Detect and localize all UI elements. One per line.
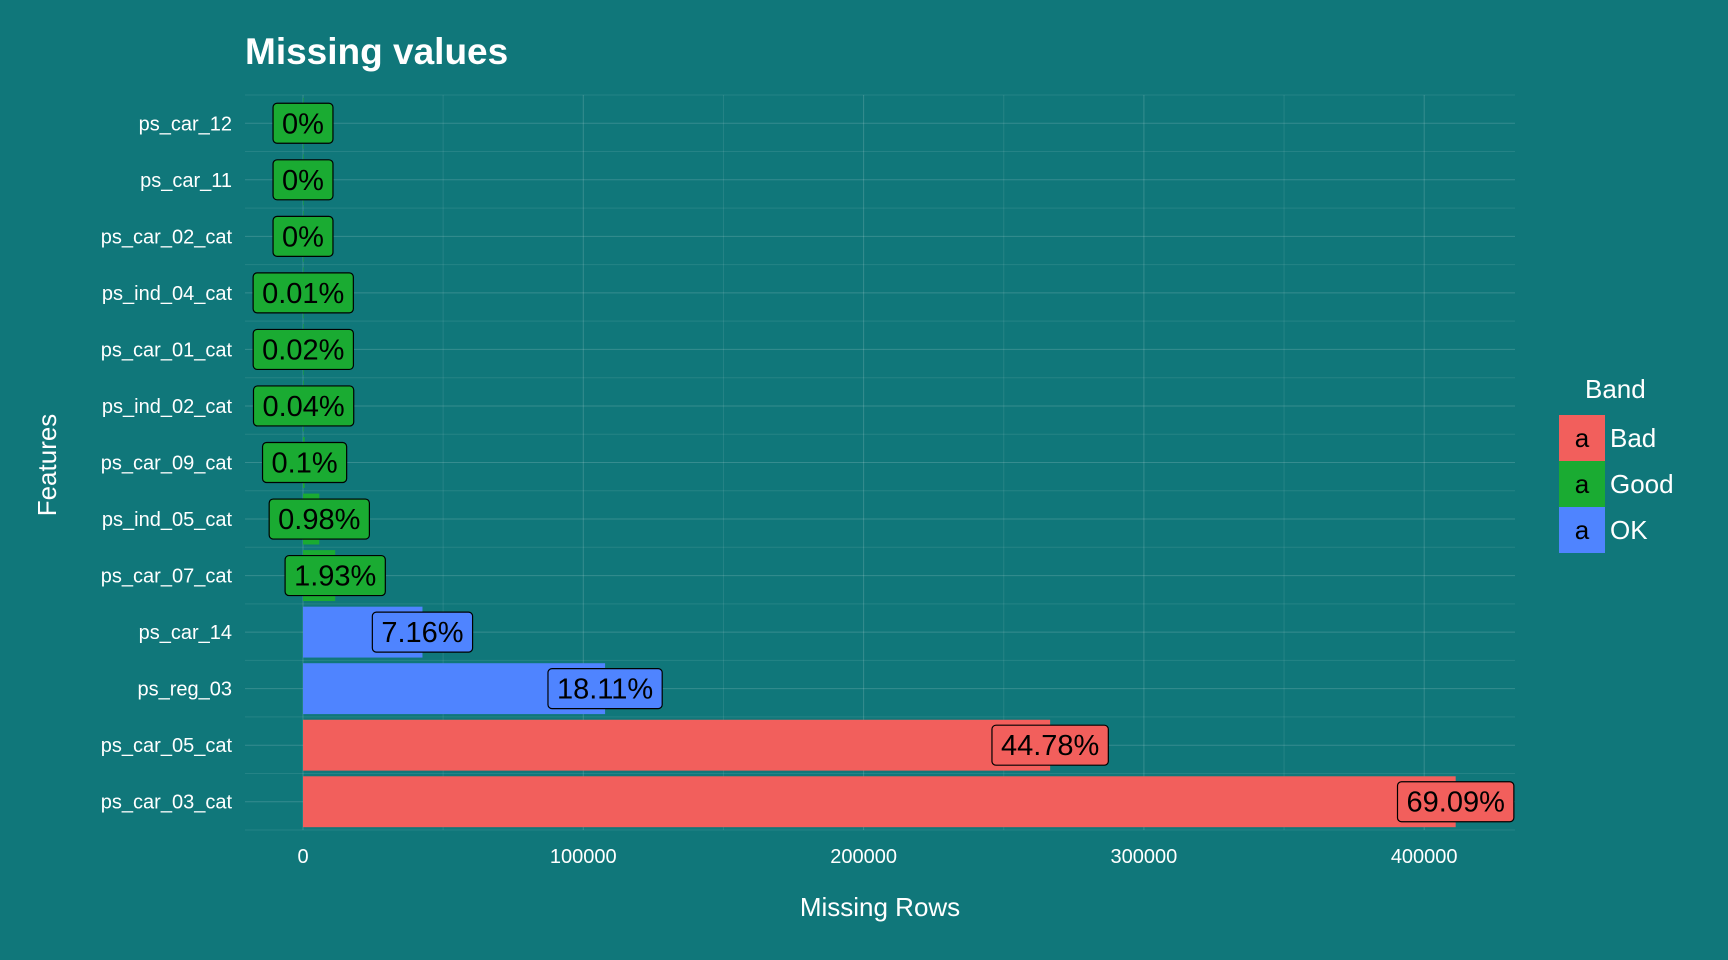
data-label-ps_car_05_cat: 44.78% bbox=[991, 724, 1109, 766]
data-label-text: 44.78% bbox=[1001, 730, 1099, 762]
data-label-ps_car_14: 7.16% bbox=[371, 611, 474, 653]
legend-swatch bbox=[1559, 507, 1605, 553]
data-label-text: 0% bbox=[282, 108, 324, 140]
data-label-ps_car_11: 0% bbox=[272, 159, 334, 201]
data-label-box bbox=[272, 159, 334, 201]
x-axis-tick-labels: 0 100000 200000 300000 400000 bbox=[297, 846, 1457, 868]
data-label-box bbox=[261, 441, 348, 484]
legend-label: Bad bbox=[1610, 423, 1656, 453]
x-tick-label: 300000 bbox=[1111, 846, 1178, 868]
data-label-text: 0% bbox=[282, 165, 324, 197]
legend-key-glyph: a bbox=[1575, 469, 1590, 499]
data-label-box bbox=[1396, 781, 1515, 823]
data-label-text: 1.93% bbox=[294, 561, 376, 593]
bars bbox=[303, 97, 1456, 828]
data-label-ps_ind_05_cat: 0.98% bbox=[268, 498, 370, 540]
legend-label: OK bbox=[1610, 515, 1648, 545]
y-tick-label: ps_car_12 bbox=[139, 113, 232, 135]
x-axis-title: Missing Rows bbox=[800, 892, 960, 922]
legend-item-ok: a OK bbox=[1559, 507, 1648, 553]
data-label-text: 0.01% bbox=[262, 278, 344, 310]
y-tick-label: ps_car_03_cat bbox=[101, 792, 233, 814]
legend-key-glyph: a bbox=[1575, 515, 1590, 545]
data-label-text: 0.02% bbox=[262, 334, 344, 366]
y-axis-tick-labels: ps_car_12 ps_car_11 ps_car_02_cat ps_ind_04… bbox=[101, 113, 233, 813]
x-tick-label: 200000 bbox=[830, 846, 897, 868]
chart-title: Missing values bbox=[245, 31, 508, 72]
data-label-box bbox=[272, 102, 334, 144]
data-label-ps_car_07_cat: 1.93% bbox=[284, 554, 386, 597]
data-label-box bbox=[268, 498, 370, 540]
y-tick-label: ps_ind_02_cat bbox=[102, 396, 233, 418]
y-tick-label: ps_car_14 bbox=[139, 622, 232, 644]
data-label-text: 0.1% bbox=[272, 448, 338, 480]
data-labels: 0% 0% 0% 0.01% 0.02% 0.04% 0.1% 0.98% 1.93%7.16%… bbox=[252, 102, 1515, 823]
data-label-text: 0.98% bbox=[278, 504, 360, 536]
y-tick-label: ps_reg_03 bbox=[137, 679, 232, 701]
x-tick-label: 100000 bbox=[550, 846, 617, 868]
data-label-ps_car_12: 0% bbox=[272, 102, 334, 144]
y-tick-label: ps_ind_05_cat bbox=[102, 509, 233, 531]
legend-swatch bbox=[1559, 461, 1605, 507]
y-tick-label: ps_car_02_cat bbox=[101, 226, 233, 248]
data-label-box bbox=[252, 328, 355, 371]
data-label-ps_car_09_cat: 0.1% bbox=[261, 441, 348, 484]
legend-item-bad: a Bad bbox=[1559, 415, 1656, 461]
y-tick-label: ps_car_11 bbox=[140, 170, 232, 192]
x-tick-label: 0 bbox=[297, 846, 308, 868]
bar-ps_car_03_cat bbox=[303, 776, 1456, 828]
data-label-box bbox=[991, 724, 1109, 766]
data-label-box bbox=[252, 272, 354, 314]
data-label-text: 7.16% bbox=[381, 617, 463, 649]
data-label-ps_ind_02_cat: 0.04% bbox=[252, 385, 355, 427]
gridlines bbox=[245, 94, 1515, 831]
data-label-text: 69.09% bbox=[1407, 787, 1505, 819]
data-label-text: 0.04% bbox=[262, 391, 344, 423]
legend-key-glyph: a bbox=[1575, 423, 1590, 453]
y-tick-label: ps_car_05_cat bbox=[101, 735, 233, 757]
x-tick-label: 400000 bbox=[1391, 846, 1458, 868]
data-label-ps_car_02_cat: 0% bbox=[272, 215, 334, 257]
y-tick-label: ps_car_09_cat bbox=[101, 453, 233, 475]
y-axis-title: Features bbox=[32, 414, 62, 517]
data-label-text: 18.11% bbox=[557, 674, 653, 706]
legend-label: Good bbox=[1610, 469, 1674, 499]
data-label-text: 0% bbox=[282, 221, 324, 253]
data-label-box bbox=[272, 215, 334, 257]
data-label-box bbox=[284, 554, 386, 597]
legend-swatch bbox=[1559, 415, 1605, 461]
data-label-ps_car_01_cat: 0.02% bbox=[252, 328, 355, 371]
data-label-box bbox=[252, 385, 355, 427]
data-label-ps_reg_03: 18.11% bbox=[547, 668, 663, 710]
y-tick-label: ps_car_07_cat bbox=[101, 566, 233, 588]
data-label-ps_ind_04_cat: 0.01% bbox=[252, 272, 354, 314]
y-tick-label: ps_car_01_cat bbox=[101, 339, 233, 361]
bar-ps_car_05_cat bbox=[303, 719, 1051, 771]
data-label-box bbox=[547, 668, 663, 710]
legend-item-good: a Good bbox=[1559, 461, 1674, 507]
data-label-box bbox=[371, 611, 474, 653]
legend-title: Band bbox=[1585, 374, 1646, 404]
y-tick-label: ps_ind_04_cat bbox=[102, 283, 233, 305]
data-label-ps_car_03_cat: 69.09% bbox=[1396, 781, 1515, 823]
